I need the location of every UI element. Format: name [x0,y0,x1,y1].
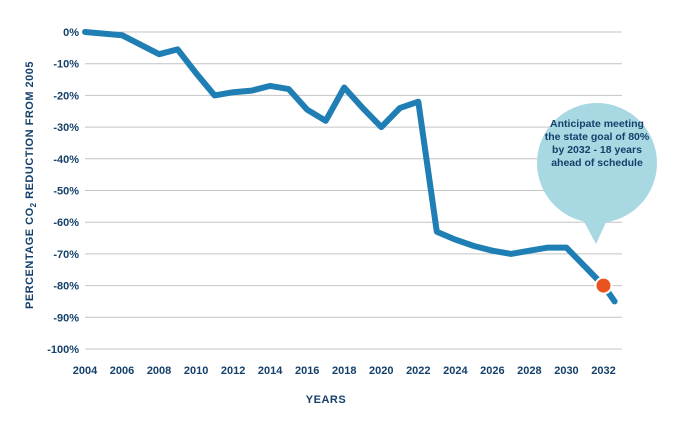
x-tick-label: 2022 [406,365,430,377]
x-tick-label: 2010 [184,365,208,377]
goal-marker-point [594,276,613,295]
x-tick-label: 2012 [221,365,245,377]
y-tick-label: -60% [53,217,79,229]
y-tick-label: -40% [53,154,79,166]
y-tick-label: -70% [53,249,79,261]
x-tick-label: 2006 [110,365,134,377]
callout-text: Anticipate meeting the state goal of 80% b… [545,118,650,169]
callout-line: ahead of schedule [551,157,643,169]
x-tick-label: 2018 [332,365,356,377]
callout-bubble: Anticipate meeting the state goal of 80% b… [537,103,657,244]
gridlines [85,31,622,350]
callout-line: Anticipate meeting [550,118,644,130]
x-tick-label: 2016 [295,365,319,377]
y-tick-label: -50% [53,186,79,198]
y-tick-label: -100% [47,344,79,356]
x-tick-label: 2026 [480,365,504,377]
x-tick-label: 2008 [147,365,171,377]
y-tick-label: -30% [53,122,79,134]
y-axis-title: PERCENTAGE CO2 REDUCTION FROM 2005 [24,61,38,309]
callout-line: the state goal of 80% [545,131,650,143]
x-tick-label: 2028 [517,365,541,377]
x-tick-label: 2020 [369,365,393,377]
callout-pointer [582,218,608,244]
series-line-co2-reduction [82,29,618,305]
x-tick-label: 2024 [443,365,468,377]
x-tick-label: 2014 [258,365,283,377]
x-tick-label: 2004 [73,365,98,377]
x-tick-label: 2032 [591,365,615,377]
callout-line: by 2032 - 18 years [552,144,642,156]
x-axis-title: YEARS [306,394,346,406]
x-tick-label: 2030 [554,365,578,377]
y-tick-label: -90% [53,312,79,324]
x-axis-ticks: 2004 2006 2008 2010 2012 2014 2016 2018 2020 2022… [73,365,616,377]
y-tick-label: -80% [53,281,79,293]
y-axis-ticks: 0% -10% -20% -30% -40% -50% -60% -70% -80% -90% -1… [47,27,79,356]
callout-circle [537,103,657,223]
y-tick-label: -20% [53,90,79,102]
y-tick-label: -10% [53,59,79,71]
y-tick-label: 0% [63,27,79,39]
